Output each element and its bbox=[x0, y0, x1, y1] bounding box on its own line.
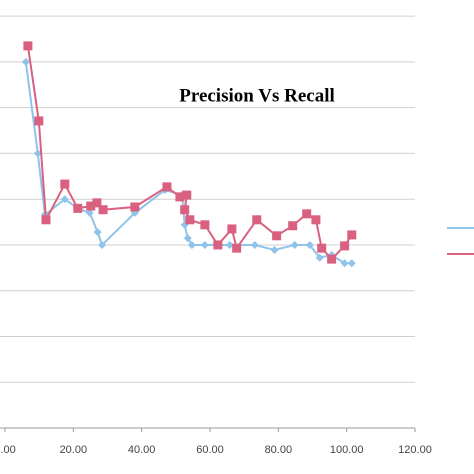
marker bbox=[162, 182, 172, 192]
marker bbox=[21, 57, 30, 66]
marker bbox=[93, 228, 102, 237]
marker bbox=[252, 215, 262, 225]
marker bbox=[232, 243, 242, 253]
marker bbox=[23, 41, 33, 51]
marker bbox=[185, 215, 195, 225]
chart-title: Precision Vs Recall bbox=[179, 85, 335, 106]
marker bbox=[60, 179, 70, 189]
marker bbox=[327, 254, 337, 264]
marker bbox=[250, 240, 259, 249]
marker bbox=[302, 209, 312, 219]
series-line bbox=[26, 45, 353, 261]
marker bbox=[34, 116, 44, 126]
marker bbox=[92, 198, 102, 208]
marker bbox=[340, 259, 349, 268]
marker bbox=[86, 201, 96, 211]
x-tick-label: 20.00 bbox=[60, 444, 88, 456]
marker bbox=[272, 231, 282, 241]
marker bbox=[98, 205, 108, 215]
x-tick-label: 60.00 bbox=[196, 444, 224, 456]
marker bbox=[182, 190, 192, 200]
marker bbox=[200, 220, 210, 230]
marker bbox=[305, 240, 314, 249]
marker bbox=[41, 215, 51, 225]
x-tick-label: 120.00 bbox=[398, 444, 432, 456]
marker bbox=[175, 192, 185, 202]
marker bbox=[200, 240, 209, 249]
marker bbox=[347, 259, 356, 268]
marker bbox=[290, 240, 299, 249]
x-tick-label: 100.00 bbox=[330, 444, 364, 456]
marker bbox=[340, 241, 350, 251]
marker bbox=[270, 245, 279, 254]
x-tick-label: 80.00 bbox=[265, 444, 293, 456]
marker bbox=[311, 215, 321, 225]
marker bbox=[85, 208, 94, 217]
marker bbox=[187, 240, 196, 249]
marker bbox=[213, 240, 223, 250]
marker bbox=[315, 253, 324, 262]
marker bbox=[180, 205, 190, 215]
marker bbox=[227, 224, 237, 234]
marker bbox=[130, 202, 140, 212]
marker bbox=[347, 230, 357, 240]
marker bbox=[73, 203, 83, 213]
x-tick-label: 0.00 bbox=[0, 444, 16, 456]
marker bbox=[183, 234, 192, 243]
marker bbox=[60, 195, 69, 204]
x-tick-label: 40.00 bbox=[128, 444, 156, 456]
marker bbox=[317, 243, 327, 253]
marker bbox=[98, 240, 107, 249]
marker bbox=[33, 149, 42, 158]
marker bbox=[225, 240, 234, 249]
marker bbox=[288, 221, 298, 231]
